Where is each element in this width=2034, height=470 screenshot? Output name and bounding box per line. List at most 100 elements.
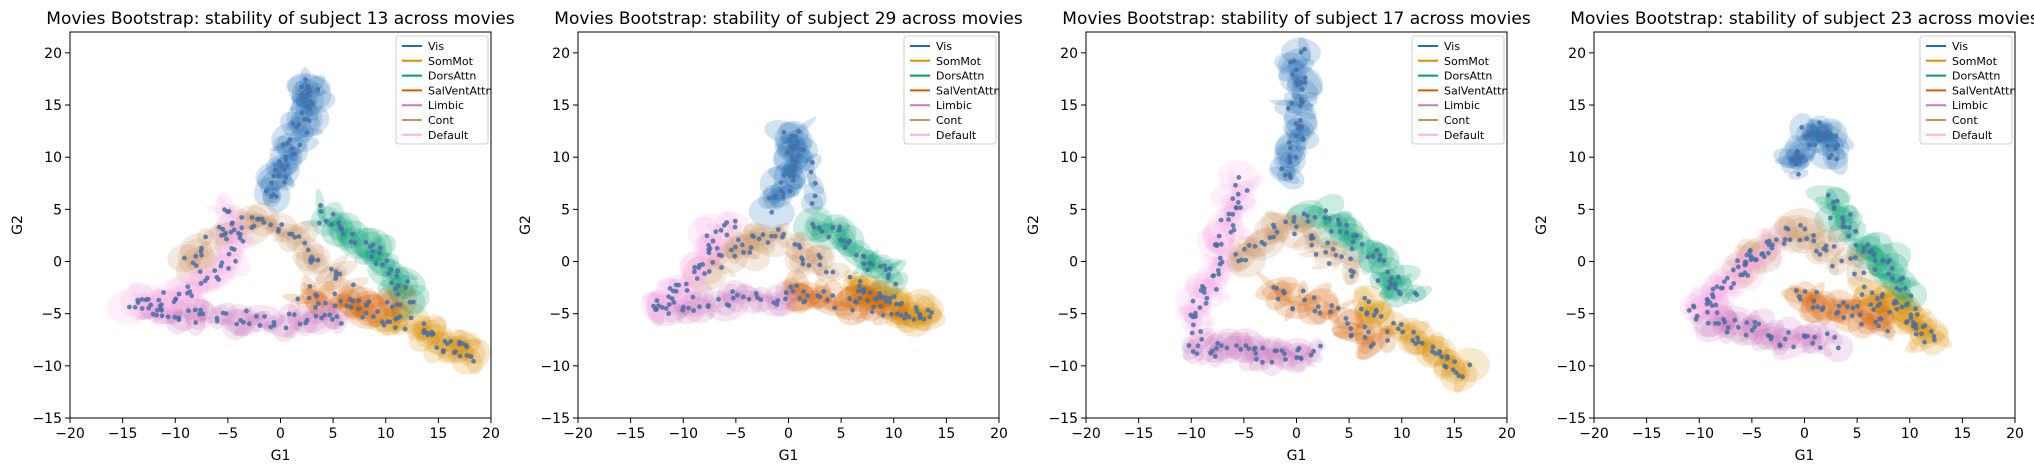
point bbox=[1826, 155, 1832, 161]
point bbox=[788, 164, 793, 170]
y-tick-label: −5 bbox=[1057, 307, 1078, 323]
x-tick-label: −20 bbox=[1071, 426, 1101, 442]
point bbox=[397, 302, 403, 308]
point bbox=[765, 240, 771, 246]
point bbox=[1359, 241, 1365, 247]
point bbox=[1704, 297, 1710, 302]
point bbox=[1853, 242, 1859, 248]
point bbox=[315, 86, 321, 92]
point bbox=[1323, 249, 1329, 255]
point bbox=[1873, 258, 1878, 263]
y-tick-label: 20 bbox=[552, 46, 570, 62]
point bbox=[691, 308, 696, 313]
panel-title: Movies Bootstrap: stability of subject 2… bbox=[1570, 9, 2034, 29]
point bbox=[911, 317, 917, 322]
point bbox=[1215, 341, 1220, 346]
point bbox=[1243, 343, 1249, 348]
point bbox=[1865, 242, 1871, 248]
point bbox=[176, 291, 182, 297]
point bbox=[1813, 248, 1819, 254]
point bbox=[1889, 266, 1895, 271]
point bbox=[1378, 314, 1384, 319]
point bbox=[1786, 330, 1791, 335]
point bbox=[334, 314, 340, 320]
point bbox=[1872, 267, 1878, 273]
point bbox=[741, 250, 746, 255]
point bbox=[887, 300, 893, 305]
plot-area bbox=[107, 67, 491, 375]
point bbox=[363, 240, 369, 245]
point bbox=[1293, 67, 1299, 72]
point bbox=[1722, 279, 1727, 284]
point bbox=[700, 262, 705, 267]
legend-label: Default bbox=[1952, 129, 1993, 142]
point bbox=[186, 308, 191, 314]
legend-label: SalVentAttn bbox=[428, 84, 492, 97]
point bbox=[1839, 215, 1845, 221]
point bbox=[389, 280, 394, 286]
point bbox=[847, 274, 853, 280]
point bbox=[1349, 246, 1355, 252]
point bbox=[1890, 275, 1895, 281]
x-tick-label: 15 bbox=[1445, 426, 1463, 442]
point bbox=[775, 227, 781, 232]
point bbox=[1348, 326, 1354, 331]
point bbox=[287, 231, 292, 237]
point bbox=[902, 315, 907, 321]
point bbox=[1228, 229, 1234, 235]
point bbox=[330, 316, 335, 322]
point bbox=[1824, 143, 1830, 149]
point bbox=[847, 238, 852, 244]
point bbox=[817, 294, 823, 300]
point bbox=[1735, 264, 1741, 270]
point bbox=[792, 241, 798, 247]
x-tick-label: −10 bbox=[668, 426, 698, 442]
point bbox=[1217, 255, 1223, 261]
point bbox=[713, 229, 719, 235]
point bbox=[291, 312, 297, 318]
point bbox=[719, 265, 724, 270]
point bbox=[1262, 241, 1267, 247]
point bbox=[800, 261, 806, 267]
point bbox=[1735, 324, 1741, 330]
y-tick-label: 0 bbox=[1069, 255, 1078, 271]
y-tick-label: 10 bbox=[1568, 150, 1586, 166]
y-axis-label: G2 bbox=[1534, 215, 1550, 235]
point bbox=[464, 344, 470, 350]
point bbox=[758, 297, 764, 303]
point bbox=[1274, 348, 1279, 353]
point bbox=[1841, 315, 1847, 320]
point bbox=[816, 225, 822, 231]
y-tick-label: 15 bbox=[552, 98, 570, 114]
point bbox=[271, 192, 276, 198]
point bbox=[730, 289, 735, 294]
point bbox=[230, 220, 235, 226]
point bbox=[1834, 156, 1840, 162]
point bbox=[1728, 285, 1734, 291]
point bbox=[766, 195, 772, 201]
point bbox=[736, 237, 741, 243]
point bbox=[796, 242, 801, 248]
point bbox=[1871, 307, 1876, 312]
point bbox=[1787, 237, 1793, 243]
point bbox=[1809, 131, 1815, 137]
point bbox=[825, 297, 830, 303]
point bbox=[887, 295, 893, 301]
point bbox=[1373, 309, 1379, 315]
point bbox=[861, 261, 867, 267]
point bbox=[1328, 309, 1333, 315]
point bbox=[1386, 285, 1392, 291]
point bbox=[789, 154, 795, 159]
point bbox=[819, 229, 825, 234]
point bbox=[1825, 192, 1831, 198]
point bbox=[224, 236, 229, 242]
point bbox=[1752, 324, 1758, 330]
point bbox=[775, 298, 781, 303]
point bbox=[305, 83, 311, 89]
point bbox=[1811, 298, 1817, 304]
point bbox=[1283, 219, 1288, 225]
point bbox=[781, 129, 787, 135]
y-tick-label: 5 bbox=[53, 202, 62, 218]
point bbox=[1743, 261, 1749, 267]
